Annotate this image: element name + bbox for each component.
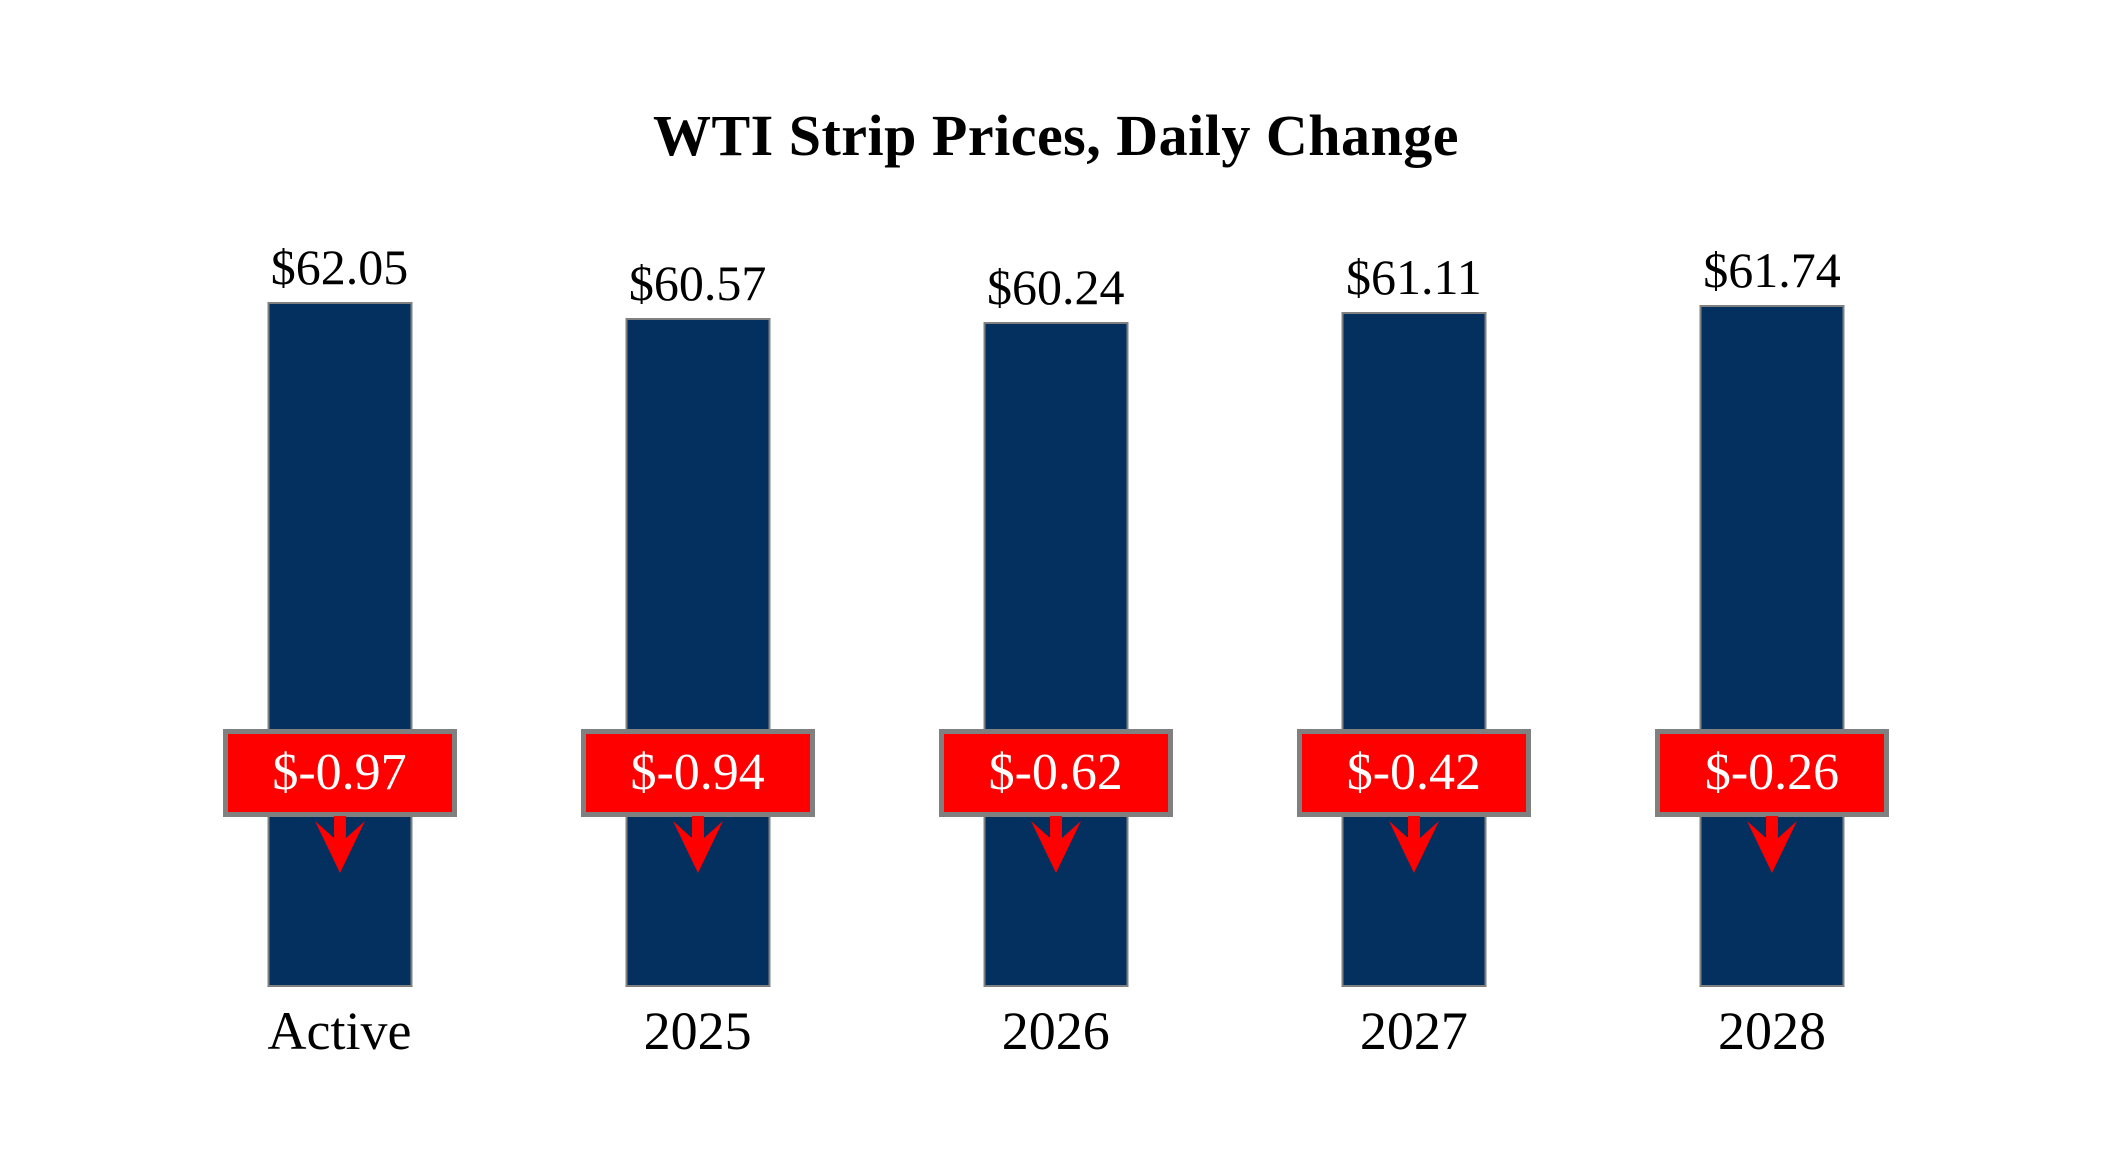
bar-group: $61.11 $-0.42 2027 xyxy=(1235,0,1593,1152)
chart-title: WTI Strip Prices, Daily Change xyxy=(652,103,1460,168)
down-arrow-icon xyxy=(1030,816,1081,873)
bar-group: $60.57 $-0.94 2025 xyxy=(519,0,877,1152)
bar xyxy=(267,302,412,987)
change-badge: $-0.94 xyxy=(580,729,815,817)
down-arrow-icon xyxy=(1747,816,1797,873)
bar xyxy=(1341,312,1487,987)
down-arrow-icon xyxy=(314,816,365,873)
bar-group: $62.05 $-0.97 Active xyxy=(161,0,519,1152)
bar-group: $61.74 $-0.26 2028 xyxy=(1593,0,1951,1152)
bar-category-label: Active xyxy=(267,1001,412,1061)
bar-group: $60.24 $-0.62 2026 xyxy=(877,0,1235,1152)
bar-value-label: $60.57 xyxy=(628,255,767,311)
change-badge: $-0.42 xyxy=(1296,729,1531,817)
bar-category-label: 2027 xyxy=(1359,1001,1468,1061)
bar-value-label: $61.11 xyxy=(1346,249,1482,305)
bar xyxy=(983,322,1129,987)
down-arrow-icon xyxy=(672,816,723,873)
bar-category-label: 2026 xyxy=(1001,1001,1110,1061)
bar xyxy=(625,318,771,987)
bar-value-label: $62.05 xyxy=(270,239,409,295)
change-badge: $-0.97 xyxy=(222,729,457,817)
down-arrow-icon xyxy=(1388,816,1439,873)
bar-category-label: 2025 xyxy=(643,1001,752,1061)
bar-value-label: $61.74 xyxy=(1703,242,1841,298)
bar xyxy=(1699,305,1845,987)
change-badge: $-0.26 xyxy=(1655,729,1889,817)
change-badge: $-0.62 xyxy=(938,729,1173,817)
bar-value-label: $60.24 xyxy=(987,259,1125,315)
bar-category-label: 2028 xyxy=(1718,1001,1826,1061)
